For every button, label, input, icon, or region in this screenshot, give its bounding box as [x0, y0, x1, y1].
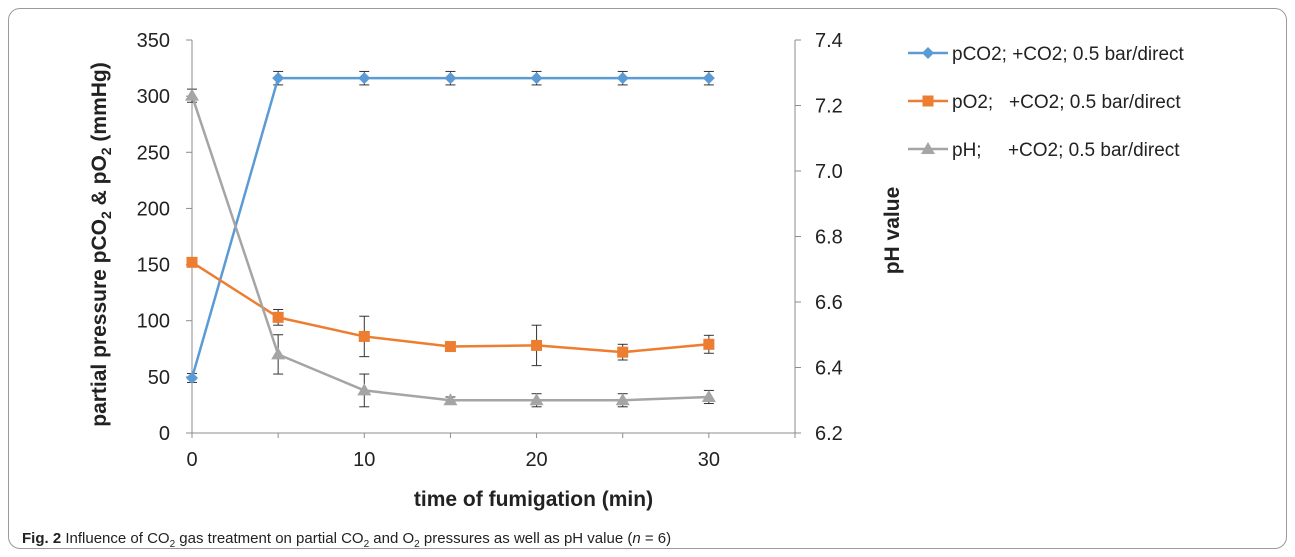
data-point	[357, 383, 372, 396]
legend-marker	[922, 95, 934, 107]
data-point	[617, 346, 629, 358]
x-tick-label: 10	[353, 449, 375, 471]
legend-marker	[921, 142, 935, 154]
y-right-tick-label: 6.2	[815, 423, 843, 445]
y-axis-right-label: pH value	[881, 187, 904, 275]
legend-label: pCO2; +CO2; 0.5 bar/direct	[952, 44, 1185, 65]
y-right-tick-label: 7.0	[815, 161, 843, 183]
data-point	[358, 330, 370, 342]
x-tick-label: 0	[186, 449, 197, 471]
chart-series	[185, 70, 716, 408]
series-diamond	[186, 70, 715, 384]
data-point	[529, 393, 544, 406]
data-point	[271, 347, 286, 360]
series-line	[190, 76, 709, 379]
y-axis-left-label: partial pressure pCO2 & pO2 (mmHg)	[88, 62, 114, 427]
series-square	[186, 256, 715, 367]
chart-axes: 0501001502002503003506.26.46.66.87.07.27…	[88, 30, 904, 511]
legend-label: pH; +CO2; 0.5 bar/direct	[952, 140, 1180, 161]
data-point	[615, 393, 630, 406]
data-point	[186, 371, 198, 384]
data-point	[531, 339, 543, 351]
x-tick-label: 30	[698, 449, 720, 471]
data-point	[703, 338, 715, 350]
data-point	[185, 88, 199, 101]
line-chart: 0501001502002503003506.26.46.66.87.07.27…	[88, 30, 1185, 511]
series-line	[191, 261, 709, 354]
data-point	[272, 72, 285, 85]
data-point	[444, 72, 457, 85]
y-left-tick-label: 350	[137, 30, 170, 52]
data-point	[701, 389, 716, 402]
figure-number: Fig. 2	[22, 530, 62, 547]
y-left-tick-label: 250	[137, 142, 170, 164]
y-left-tick-label: 100	[137, 311, 170, 333]
y-right-tick-label: 6.6	[815, 292, 843, 314]
y-left-tick-label: 50	[148, 367, 170, 389]
data-point	[358, 72, 371, 85]
data-point	[443, 393, 458, 406]
y-left-tick-label: 200	[137, 198, 170, 220]
data-point	[186, 256, 198, 268]
x-tick-label: 20	[525, 449, 547, 471]
data-point	[616, 72, 629, 85]
y-right-tick-label: 7.2	[815, 96, 843, 118]
y-right-tick-label: 7.4	[815, 30, 843, 52]
data-point	[530, 72, 543, 85]
y-left-tick-label: 150	[137, 255, 170, 277]
series-line	[190, 95, 709, 402]
y-left-tick-label: 300	[137, 86, 170, 108]
legend-label: pO2; +CO2; 0.5 bar/direct	[952, 92, 1181, 113]
y-left-tick-label: 0	[159, 423, 170, 445]
data-point	[444, 341, 456, 353]
y-right-tick-label: 6.4	[815, 358, 843, 380]
y-right-tick-label: 6.8	[815, 227, 843, 249]
data-point	[702, 72, 715, 85]
series-triangle	[185, 88, 716, 408]
figure-caption: Fig. 2 Influence of CO2 gas treatment on…	[22, 530, 672, 550]
data-point	[272, 311, 284, 323]
x-axis-label: time of fumigation (min)	[414, 488, 653, 511]
legend-marker	[922, 47, 934, 59]
chart-legend: pCO2; +CO2; 0.5 bar/direct pO2; +CO2; 0.5…	[908, 44, 1185, 161]
figure-frame	[8, 8, 1287, 549]
